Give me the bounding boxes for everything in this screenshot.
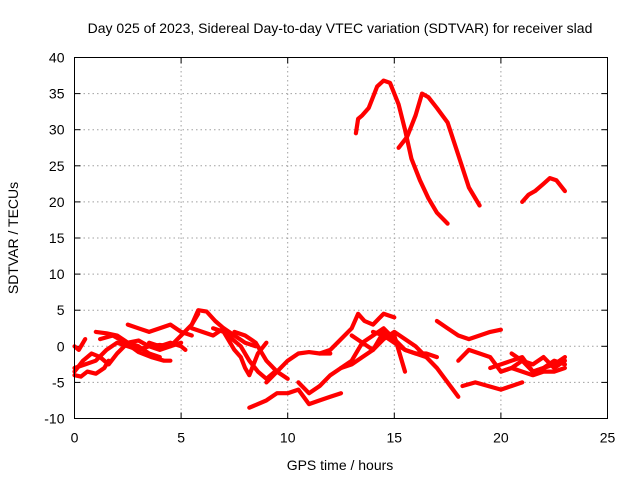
data-series	[72, 78, 568, 410]
chart-title: Day 025 of 2023, Sidereal Day-to-day VTE…	[88, 20, 593, 36]
series-arc-25	[509, 351, 568, 371]
series-arc-22	[460, 380, 525, 392]
y-tick-label: -5	[52, 374, 65, 390]
x-tick-label: 20	[493, 430, 509, 446]
series-arc-16	[317, 311, 397, 356]
y-tick-label: 20	[49, 194, 65, 210]
x-tick-label: 25	[600, 430, 616, 446]
series-arc-12	[232, 329, 290, 381]
x-tick-label: 15	[387, 430, 403, 446]
series-arc-28	[520, 176, 568, 204]
y-tick-label: 0	[57, 338, 65, 354]
y-tick-label: 10	[49, 266, 65, 282]
y-tick-label: 15	[49, 230, 65, 246]
series-arc-26	[353, 78, 450, 226]
series-arc-10	[189, 326, 258, 349]
axis-ticks: 0 5 10 15 20 25 -10 -5 0 5 10 15 20 25 30 35 40	[44, 50, 615, 446]
series-arc-13	[247, 387, 344, 410]
y-tick-label: -10	[44, 411, 64, 427]
y-tick-label: 30	[49, 122, 65, 138]
series-arc-07	[125, 322, 194, 338]
series-arc-24	[498, 365, 568, 378]
y-tick-label: 5	[57, 302, 65, 318]
series-arc-09	[189, 308, 277, 381]
series-arc-03	[72, 358, 111, 379]
plot-frame	[74, 57, 608, 419]
y-tick-label: 35	[49, 86, 65, 102]
series-arc-27	[396, 91, 482, 208]
x-tick-label: 5	[177, 430, 185, 446]
x-tick-label: 10	[280, 430, 296, 446]
y-tick-label: 25	[49, 158, 65, 174]
series-arc-11	[211, 326, 269, 378]
x-tick-label: 0	[71, 430, 79, 446]
grid-lines	[74, 57, 608, 419]
series-arc-01	[72, 311, 201, 374]
y-axis-label: SDTVAR / TECUs	[5, 182, 21, 294]
y-tick-label: 40	[49, 50, 65, 66]
series-arc-08	[147, 340, 188, 352]
x-axis-label: GPS time / hours	[287, 457, 394, 473]
series-arc-20	[434, 318, 503, 342]
series-arc-04	[72, 337, 88, 352]
series-arc-18	[349, 329, 461, 399]
series-arc-19	[370, 329, 439, 360]
series-arc-06	[97, 333, 173, 363]
